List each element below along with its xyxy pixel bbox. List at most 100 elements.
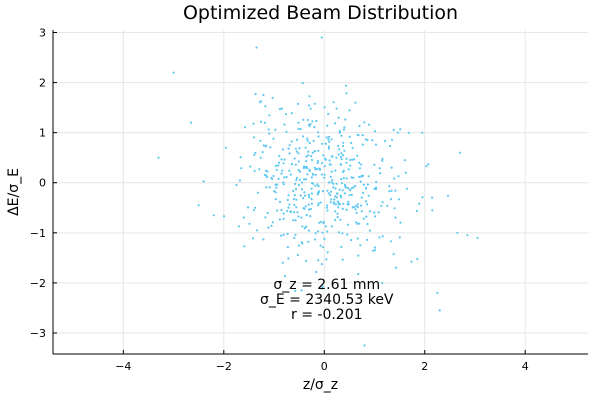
data-point (326, 251, 329, 254)
data-point (286, 209, 289, 213)
data-point (313, 102, 316, 105)
data-point (381, 235, 384, 238)
data-point (317, 185, 320, 188)
data-point (303, 178, 306, 181)
data-point (319, 168, 322, 171)
data-point (354, 208, 357, 211)
data-point (337, 116, 340, 119)
data-point (326, 204, 329, 207)
data-point (202, 180, 205, 183)
data-point (431, 209, 434, 212)
data-point (224, 146, 227, 149)
data-point (317, 204, 320, 207)
data-point (362, 217, 365, 220)
data-point (328, 140, 331, 143)
data-point (300, 216, 303, 219)
data-point (342, 177, 345, 180)
data-point (338, 203, 341, 206)
data-point (287, 147, 290, 150)
data-point (360, 210, 363, 213)
data-point (222, 215, 226, 218)
data-point (253, 169, 256, 172)
data-point (305, 178, 308, 181)
data-point (335, 156, 338, 159)
data-point (367, 175, 370, 178)
data-point (345, 157, 348, 160)
data-point (343, 149, 346, 152)
data-point (360, 196, 363, 199)
data-point (373, 246, 376, 249)
data-point (328, 159, 331, 162)
data-point (342, 202, 345, 205)
data-point (316, 193, 319, 196)
data-point (350, 141, 353, 145)
data-point (288, 169, 291, 172)
data-point (329, 175, 332, 178)
data-point (285, 175, 288, 179)
data-point (292, 189, 295, 193)
data-point (324, 225, 327, 228)
data-point (297, 121, 300, 124)
data-point (381, 159, 384, 162)
data-point (323, 157, 327, 160)
data-point (337, 153, 340, 156)
data-point (327, 145, 330, 148)
data-point (309, 107, 312, 110)
data-point (308, 95, 311, 98)
data-point (328, 135, 331, 138)
data-point (373, 215, 377, 218)
data-point (263, 173, 266, 176)
data-point (363, 344, 366, 347)
data-point (366, 139, 369, 142)
data-point (300, 289, 303, 292)
data-point (421, 196, 424, 199)
data-point (282, 181, 285, 184)
data-point (353, 158, 356, 161)
data-point (393, 177, 396, 180)
data-point (326, 189, 329, 192)
data-point (264, 145, 267, 148)
data-point (343, 192, 347, 195)
data-point (340, 158, 343, 161)
data-point (359, 180, 362, 183)
data-point (252, 122, 255, 125)
data-point (377, 211, 380, 214)
data-point (301, 225, 304, 228)
data-point (329, 193, 332, 197)
data-point (392, 253, 395, 256)
data-point (326, 209, 329, 212)
data-point (271, 221, 274, 224)
data-point (294, 147, 297, 150)
data-point (366, 203, 369, 206)
data-point (320, 263, 323, 266)
data-point (289, 173, 292, 176)
data-point (294, 219, 297, 222)
data-point (346, 233, 349, 236)
data-point (298, 170, 302, 173)
data-point (297, 160, 300, 163)
data-point (172, 71, 175, 74)
data-point (310, 202, 313, 205)
data-point (321, 287, 324, 290)
data-point (283, 176, 286, 179)
data-point (264, 216, 267, 219)
data-point (427, 163, 430, 166)
data-point (368, 229, 372, 232)
data-point (281, 261, 284, 264)
data-point (351, 158, 354, 161)
y-tick-label: 1 (39, 127, 46, 140)
data-point (325, 136, 328, 139)
data-point (311, 120, 314, 123)
y-tick-label: −2 (30, 277, 46, 290)
data-point (418, 202, 421, 205)
data-point (321, 231, 324, 234)
data-point (334, 195, 337, 198)
data-point (306, 118, 310, 122)
data-point (330, 170, 333, 173)
data-point (410, 260, 413, 263)
data-point (266, 211, 269, 215)
data-point (384, 139, 387, 143)
data-point (341, 258, 344, 261)
data-point (307, 194, 310, 197)
data-point (342, 141, 345, 144)
